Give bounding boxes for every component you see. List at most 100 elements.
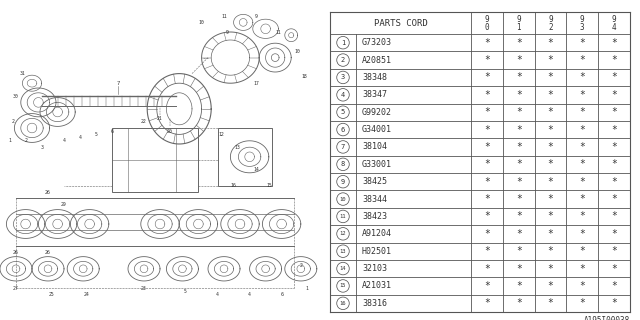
- Text: *: *: [579, 90, 585, 100]
- Text: *: *: [579, 107, 585, 117]
- Text: *: *: [548, 229, 554, 239]
- Text: G34001: G34001: [362, 125, 392, 134]
- Text: *: *: [484, 264, 490, 274]
- Text: 4: 4: [216, 292, 219, 297]
- Text: 11: 11: [221, 13, 227, 19]
- Text: *: *: [516, 90, 522, 100]
- Text: *: *: [548, 90, 554, 100]
- Text: *: *: [579, 212, 585, 221]
- Text: *: *: [516, 142, 522, 152]
- Text: 18: 18: [301, 74, 307, 79]
- Text: 26: 26: [45, 189, 51, 195]
- Text: 5: 5: [95, 132, 97, 137]
- Text: 10: 10: [340, 196, 346, 202]
- Text: 27: 27: [13, 285, 19, 291]
- Text: *: *: [611, 177, 617, 187]
- Text: 38344: 38344: [362, 195, 387, 204]
- Text: *: *: [548, 142, 554, 152]
- Text: *: *: [548, 281, 554, 291]
- Text: *: *: [548, 107, 554, 117]
- Text: *: *: [579, 177, 585, 187]
- Text: 5: 5: [184, 289, 187, 294]
- Text: 6: 6: [280, 292, 283, 297]
- Text: *: *: [484, 72, 490, 83]
- Text: *: *: [611, 72, 617, 83]
- Text: 1: 1: [8, 138, 11, 143]
- Text: 26: 26: [45, 250, 51, 255]
- Text: 38425: 38425: [362, 177, 387, 186]
- Text: *: *: [516, 177, 522, 187]
- Text: *: *: [484, 194, 490, 204]
- Text: 13: 13: [234, 145, 239, 150]
- Text: 38347: 38347: [362, 90, 387, 99]
- Text: *: *: [579, 298, 585, 308]
- Text: *: *: [516, 246, 522, 256]
- Text: 2: 2: [341, 57, 345, 63]
- Text: *: *: [516, 298, 522, 308]
- Text: *: *: [611, 281, 617, 291]
- Text: *: *: [484, 212, 490, 221]
- Text: *: *: [579, 281, 585, 291]
- Text: *: *: [611, 229, 617, 239]
- Text: 2: 2: [300, 263, 302, 268]
- Text: *: *: [484, 246, 490, 256]
- Text: 1: 1: [341, 40, 345, 46]
- Text: 32103: 32103: [362, 264, 387, 273]
- Text: 0: 0: [484, 22, 489, 31]
- Text: *: *: [611, 38, 617, 48]
- Text: 2: 2: [12, 119, 14, 124]
- Text: *: *: [516, 124, 522, 135]
- Text: *: *: [484, 229, 490, 239]
- Text: 11: 11: [340, 214, 346, 219]
- Text: 24: 24: [84, 292, 89, 297]
- Text: *: *: [548, 212, 554, 221]
- Text: A20851: A20851: [362, 56, 392, 65]
- Text: A21031: A21031: [362, 281, 392, 291]
- Text: 7: 7: [116, 81, 120, 86]
- Text: 9: 9: [226, 29, 228, 35]
- Text: 38348: 38348: [362, 73, 387, 82]
- Text: *: *: [611, 55, 617, 65]
- Text: 4: 4: [341, 92, 345, 98]
- Text: 1: 1: [306, 285, 308, 291]
- Text: PARTS CORD: PARTS CORD: [374, 19, 428, 28]
- Text: 9: 9: [612, 15, 616, 25]
- Text: *: *: [548, 159, 554, 169]
- Text: *: *: [484, 90, 490, 100]
- Text: *: *: [611, 159, 617, 169]
- Text: *: *: [548, 177, 554, 187]
- Text: *: *: [611, 142, 617, 152]
- Text: 4: 4: [79, 135, 81, 140]
- Text: 9: 9: [255, 13, 257, 19]
- Text: 2: 2: [24, 138, 27, 143]
- Text: 9: 9: [548, 15, 553, 25]
- Text: *: *: [484, 177, 490, 187]
- Text: *: *: [611, 264, 617, 274]
- Text: *: *: [611, 107, 617, 117]
- Text: *: *: [484, 55, 490, 65]
- Text: 26: 26: [13, 250, 19, 255]
- Text: *: *: [516, 212, 522, 221]
- Text: A195I00038: A195I00038: [584, 316, 630, 320]
- Text: 6: 6: [341, 127, 345, 132]
- Text: 25: 25: [49, 292, 54, 297]
- Text: *: *: [516, 38, 522, 48]
- Text: 2: 2: [548, 22, 553, 31]
- Text: 30: 30: [13, 93, 19, 99]
- Text: *: *: [516, 55, 522, 65]
- Text: 9: 9: [516, 15, 521, 25]
- Text: 1: 1: [516, 22, 521, 31]
- Text: 31: 31: [20, 71, 25, 76]
- Text: *: *: [579, 246, 585, 256]
- Text: 14: 14: [253, 167, 259, 172]
- Text: 4: 4: [248, 292, 251, 297]
- Text: G33001: G33001: [362, 160, 392, 169]
- Text: *: *: [611, 298, 617, 308]
- Text: 9: 9: [484, 15, 489, 25]
- Text: *: *: [516, 229, 522, 239]
- Text: *: *: [484, 107, 490, 117]
- Text: *: *: [548, 298, 554, 308]
- Text: 38423: 38423: [362, 212, 387, 221]
- Text: *: *: [548, 264, 554, 274]
- Text: 10: 10: [199, 20, 204, 25]
